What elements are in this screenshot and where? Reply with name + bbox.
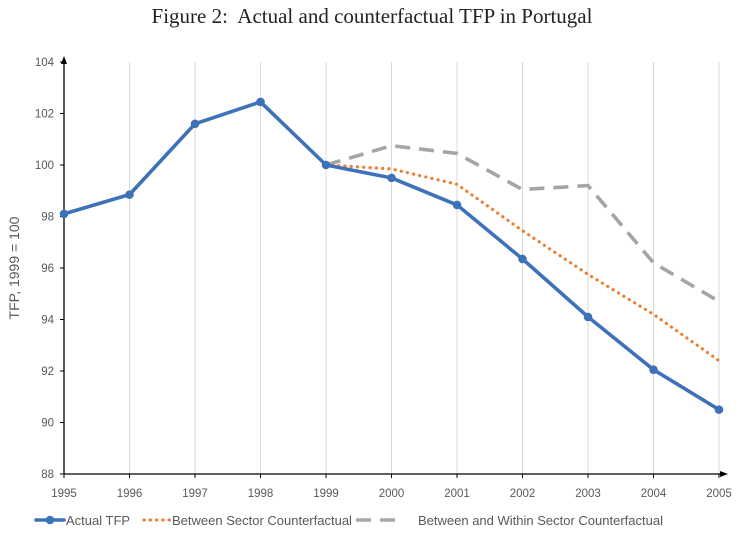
point-actual-tfp-1997 [190, 119, 200, 129]
axes [60, 56, 728, 478]
point-actual-tfp-1995 [59, 209, 69, 219]
y-tick-label-96: 96 [41, 263, 54, 275]
y-axis-label: TFP, 1999 = 100 [6, 216, 22, 319]
y-tick-label-98: 98 [41, 212, 54, 224]
chart-title: Figure 2: Actual and counterfactual TFP … [151, 4, 593, 28]
legend: Actual TFP Between Sector Counterfactual B… [34, 513, 663, 528]
legend-label-actual-tfp: Actual TFP [66, 513, 130, 528]
x-tick-label-2004: 2004 [641, 488, 667, 500]
x-tick-label-1999: 1999 [313, 488, 339, 500]
point-actual-tfp-2003 [583, 312, 593, 322]
y-tick-label-90: 90 [41, 418, 54, 430]
point-actual-tfp-1999 [321, 160, 331, 170]
y-axis-arrow [61, 56, 67, 64]
point-actual-tfp-1996 [125, 190, 134, 199]
series-line-between-sector-counterfactual [324, 163, 721, 363]
point-actual-tfp-2005 [714, 405, 724, 414]
x-tick-label-2005: 2005 [706, 488, 732, 500]
x-tick-label-1996: 1996 [117, 488, 143, 500]
legend-marker-actual-tfp [45, 515, 55, 525]
gridlines [129, 62, 720, 474]
y-tick-label-88: 88 [41, 469, 54, 481]
x-tick-labels: 1995 1996 1997 1998 1999 2000 2001 2002 2003 2004… [51, 488, 732, 500]
series-lines [59, 97, 724, 414]
x-tick-label-2002: 2002 [510, 488, 536, 500]
point-actual-tfp-2004 [649, 365, 658, 375]
legend-label-between-sector-counterfactual: Between Sector Counterfactual [172, 513, 352, 528]
x-tick-label-1995: 1995 [51, 488, 77, 500]
legend-label-between-and-within-sector-counterfactual: Between and Within Sector Counterfactual [418, 513, 663, 528]
point-actual-tfp-1998 [256, 97, 265, 107]
y-tick-label-94: 94 [41, 315, 54, 327]
y-tick-labels: 88 90 92 94 96 98 100 102 104 [35, 57, 55, 481]
y-tick-label-104: 104 [35, 57, 55, 69]
point-actual-tfp-2000 [387, 173, 396, 183]
point-actual-tfp-2002 [518, 254, 527, 264]
x-axis-arrow [720, 471, 728, 477]
x-tick-label-2001: 2001 [444, 488, 470, 500]
y-tick-label-102: 102 [35, 109, 54, 121]
point-actual-tfp-2001 [452, 200, 462, 210]
y-tick-label-92: 92 [41, 366, 54, 378]
y-tick-label-100: 100 [35, 160, 54, 172]
x-tick-label-1997: 1997 [182, 488, 208, 500]
x-tick-label-1998: 1998 [248, 488, 274, 500]
x-tick-label-2003: 2003 [575, 488, 601, 500]
x-tick-label-2000: 2000 [379, 488, 405, 500]
